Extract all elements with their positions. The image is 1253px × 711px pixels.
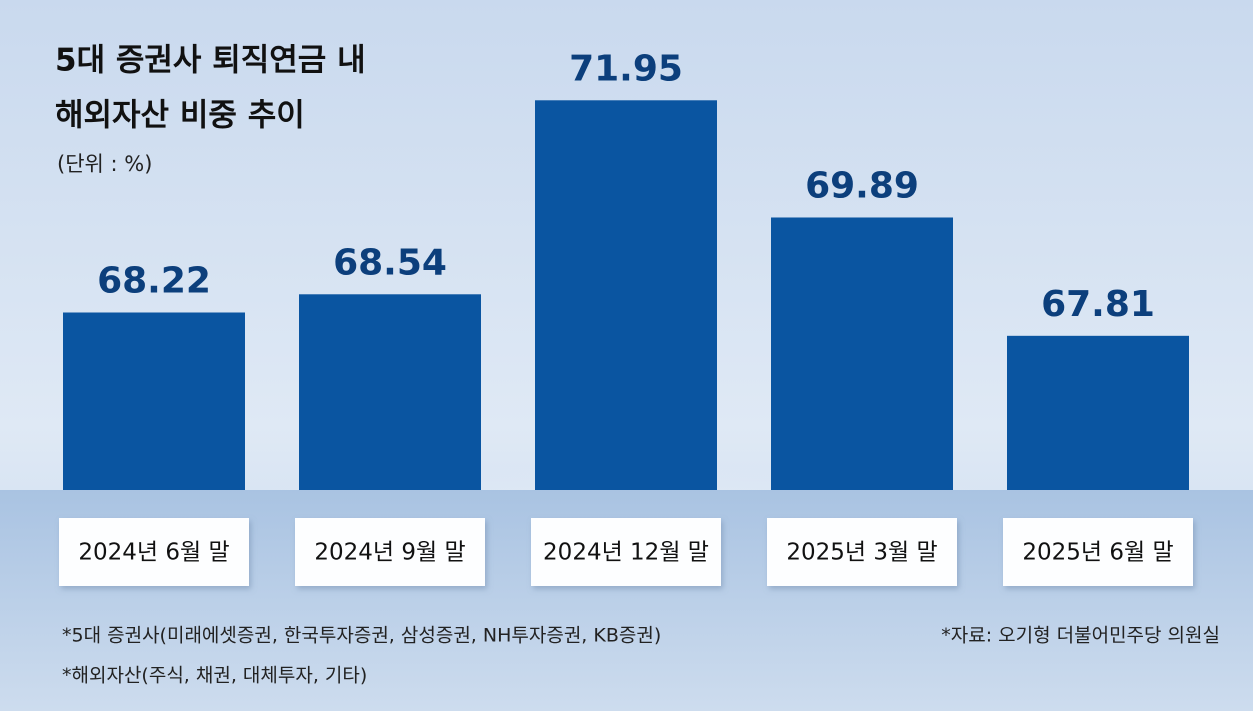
- x-tick-label: 2024년 6월 말: [78, 540, 229, 566]
- value-label: 68.54: [333, 242, 447, 283]
- category-box: [767, 518, 957, 586]
- x-tick-label: 2025년 3월 말: [786, 540, 937, 566]
- subtitle: (단위 : %): [57, 152, 152, 176]
- note: *해외자산(주식, 채권, 대체투자, 기타): [62, 665, 367, 687]
- category-box: [295, 518, 485, 586]
- bar: [299, 294, 481, 490]
- title-line: 해외자산 비중 추이: [55, 98, 305, 134]
- title-line: 5대 증권사 퇴직연금 내: [55, 43, 366, 79]
- value-label: 67.81: [1041, 284, 1155, 325]
- value-label: 68.22: [97, 260, 211, 301]
- x-tick-label: 2024년 12월 말: [543, 540, 709, 566]
- bar: [63, 312, 245, 490]
- x-tick-label: 2025년 6월 말: [1022, 540, 1173, 566]
- category-box: [1003, 518, 1193, 586]
- value-label: 69.89: [805, 165, 919, 206]
- source: *자료: 오기형 더불어민주당 의원실: [941, 625, 1220, 647]
- x-tick-label: 2024년 9월 말: [314, 540, 465, 566]
- bar: [535, 100, 717, 491]
- bar: [1007, 335, 1189, 490]
- bar: [771, 217, 953, 490]
- value-label: 71.95: [569, 48, 683, 89]
- category-box: [59, 518, 249, 586]
- plot: 2024년 6월 말 68.22 2024년 9월 말 68.54 2024년 12월 …: [59, 48, 1193, 586]
- category-box: [531, 518, 721, 586]
- note: *5대 증권사(미래에셋증권, 한국투자증권, 삼성증권, NH투자증권, KB…: [62, 625, 661, 647]
